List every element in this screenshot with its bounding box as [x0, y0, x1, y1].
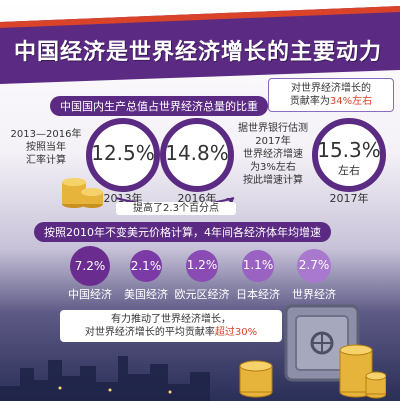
ring-sub-2017: 左右 [338, 164, 360, 177]
ring-value-2016: 14.8% [165, 141, 229, 165]
contribution-note-line2: 贡献率为34%左右 [273, 95, 389, 108]
section2-heading: 按照2010年不变美元价格计算，4年间各经济体年均增速 [34, 222, 331, 242]
worldbank-note-line: 按此增速计算 [243, 175, 303, 186]
exchange-rate-note: 2013—2016年 按照当年 汇率计算 [6, 128, 86, 167]
increase-note: 提高了2.3个百分点 [116, 202, 236, 215]
bottom-note: 有力推动了世界经济增长， 对世界经济增长的平均贡献率超过30% [60, 310, 282, 342]
bottom-note-line1: 有力推动了世界经济增长， [111, 314, 231, 325]
ring-value-2013: 12.5% [91, 141, 155, 165]
bottom-note-line2: 对世界经济增长的平均贡献率超过30% [66, 326, 276, 339]
growth-value-3: 1.1% [242, 250, 274, 282]
city-skyline [0, 356, 210, 401]
bottom-note-prefix: 对世界经济增长的平均贡献率 [84, 327, 215, 338]
worldbank-note-line: 据世界银行估测 [238, 123, 308, 134]
growth-chart: 7.2% 中国经济 2.1% 美国经济 1.2% 欧元区经济 1.1% 日本经济 2.7% 世界经… [0, 246, 400, 301]
contribution-note: 对世界经济增长的 贡献率为34%左右 [268, 78, 394, 112]
exchange-rate-note-line: 按照当年 [26, 142, 66, 153]
contribution-note-line1: 对世界经济增长的 [291, 83, 371, 94]
growth-value-2: 1.2% [186, 250, 218, 282]
country-label-3: 日本经济 [236, 288, 280, 301]
title-banner [0, 6, 400, 84]
country-label-0: 中国经济 [68, 288, 112, 301]
country-label-1: 美国经济 [124, 288, 168, 301]
exchange-rate-note-line: 2013—2016年 [10, 129, 82, 140]
worldbank-note-line: 世界经济增速 [243, 149, 303, 160]
coin-stack-icon [60, 168, 104, 210]
year-label-2016: 2016年 [177, 192, 217, 205]
bottom-note-highlight: 超过30% [214, 327, 258, 338]
ring-2017 [312, 118, 386, 192]
country-label-4: 世界经济 [292, 288, 336, 301]
worldbank-note-line: 2017年 [255, 136, 291, 147]
section1-heading: 中国国内生产总值占世界经济总量的比重 [50, 96, 268, 116]
growth-value-0: 7.2% [70, 246, 110, 286]
ring-value-2017: 15.3% [317, 138, 381, 162]
year-label-2017: 2017年 [329, 192, 369, 205]
growth-value-4: 2.7% [297, 249, 331, 283]
ring-2013 [86, 118, 160, 192]
growth-value-1: 2.1% [129, 249, 163, 283]
country-label-2: 欧元区经济 [174, 288, 230, 301]
gold-coins-icon [239, 344, 386, 399]
ring-2016 [160, 118, 234, 192]
exchange-rate-note-line: 汇率计算 [26, 155, 66, 166]
contribution-note-prefix: 贡献率为 [289, 96, 330, 107]
page-title: 中国经济是世界经济增长的主要动力 [14, 40, 383, 65]
worldbank-note-line: 为3%左右 [250, 162, 296, 173]
contribution-note-highlight: 34%左右 [329, 96, 373, 107]
worldbank-note: 据世界银行估测 2017年 世界经济增速 为3%左右 按此增速计算 [232, 122, 314, 187]
